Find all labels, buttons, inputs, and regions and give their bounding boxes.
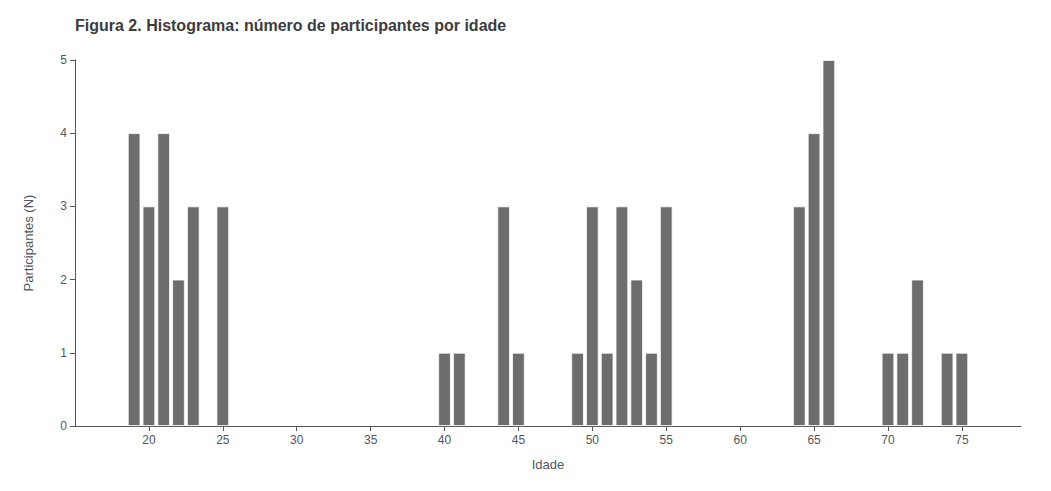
svg-text:3: 3 bbox=[60, 199, 67, 213]
svg-text:75: 75 bbox=[955, 433, 969, 447]
svg-text:35: 35 bbox=[364, 433, 378, 447]
svg-text:5: 5 bbox=[60, 53, 67, 67]
svg-text:65: 65 bbox=[807, 433, 821, 447]
svg-text:25: 25 bbox=[216, 433, 230, 447]
svg-text:Participantes (N): Participantes (N) bbox=[21, 195, 36, 292]
svg-text:2: 2 bbox=[60, 273, 67, 287]
svg-text:0: 0 bbox=[60, 419, 67, 433]
svg-text:40: 40 bbox=[438, 433, 452, 447]
svg-text:30: 30 bbox=[290, 433, 304, 447]
svg-text:50: 50 bbox=[586, 433, 600, 447]
svg-text:55: 55 bbox=[660, 433, 674, 447]
svg-text:70: 70 bbox=[881, 433, 895, 447]
svg-text:Figura 2. Histograma: número d: Figura 2. Histograma: número de particip… bbox=[75, 17, 506, 34]
svg-text:1: 1 bbox=[60, 346, 67, 360]
svg-text:45: 45 bbox=[512, 433, 526, 447]
svg-text:Idade: Idade bbox=[532, 457, 565, 472]
svg-text:20: 20 bbox=[142, 433, 156, 447]
svg-text:60: 60 bbox=[733, 433, 747, 447]
svg-text:4: 4 bbox=[60, 126, 67, 140]
